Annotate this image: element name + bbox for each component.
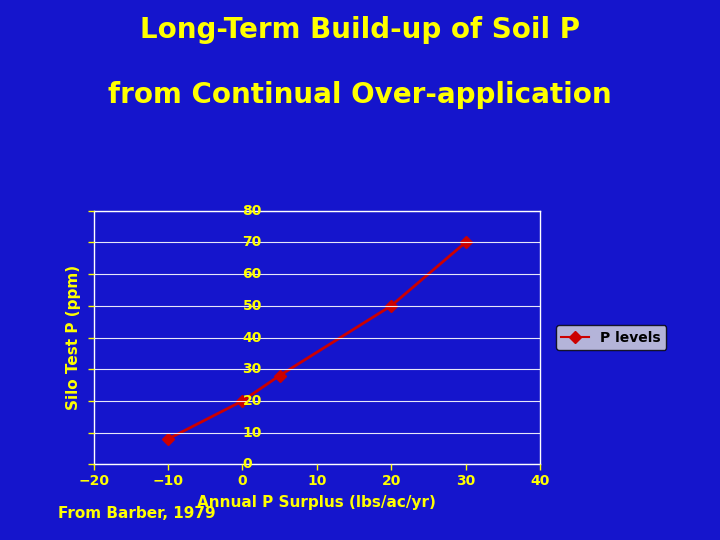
- Text: 60: 60: [243, 267, 261, 281]
- P levels: [275, 373, 284, 379]
- P levels: [238, 397, 247, 404]
- P levels: [387, 302, 395, 309]
- Y-axis label: Silo Test P (ppm): Silo Test P (ppm): [66, 265, 81, 410]
- Text: From Barber, 1979: From Barber, 1979: [58, 507, 215, 522]
- Text: 70: 70: [243, 235, 261, 249]
- Line: P levels: P levels: [164, 238, 469, 443]
- Text: 80: 80: [243, 204, 262, 218]
- Text: Long-Term Build-up of Soil P: Long-Term Build-up of Soil P: [140, 16, 580, 44]
- Text: from Continual Over-application: from Continual Over-application: [108, 81, 612, 109]
- Text: 10: 10: [243, 426, 262, 440]
- Text: 20: 20: [243, 394, 262, 408]
- Text: 0: 0: [243, 457, 252, 471]
- P levels: [163, 436, 172, 442]
- P levels: [462, 239, 470, 246]
- Text: 40: 40: [243, 330, 262, 345]
- X-axis label: Annual P Surplus (lbs/ac/yr): Annual P Surplus (lbs/ac/yr): [197, 495, 436, 510]
- Text: 30: 30: [243, 362, 261, 376]
- Text: 50: 50: [243, 299, 262, 313]
- Legend: P levels: P levels: [556, 325, 667, 350]
